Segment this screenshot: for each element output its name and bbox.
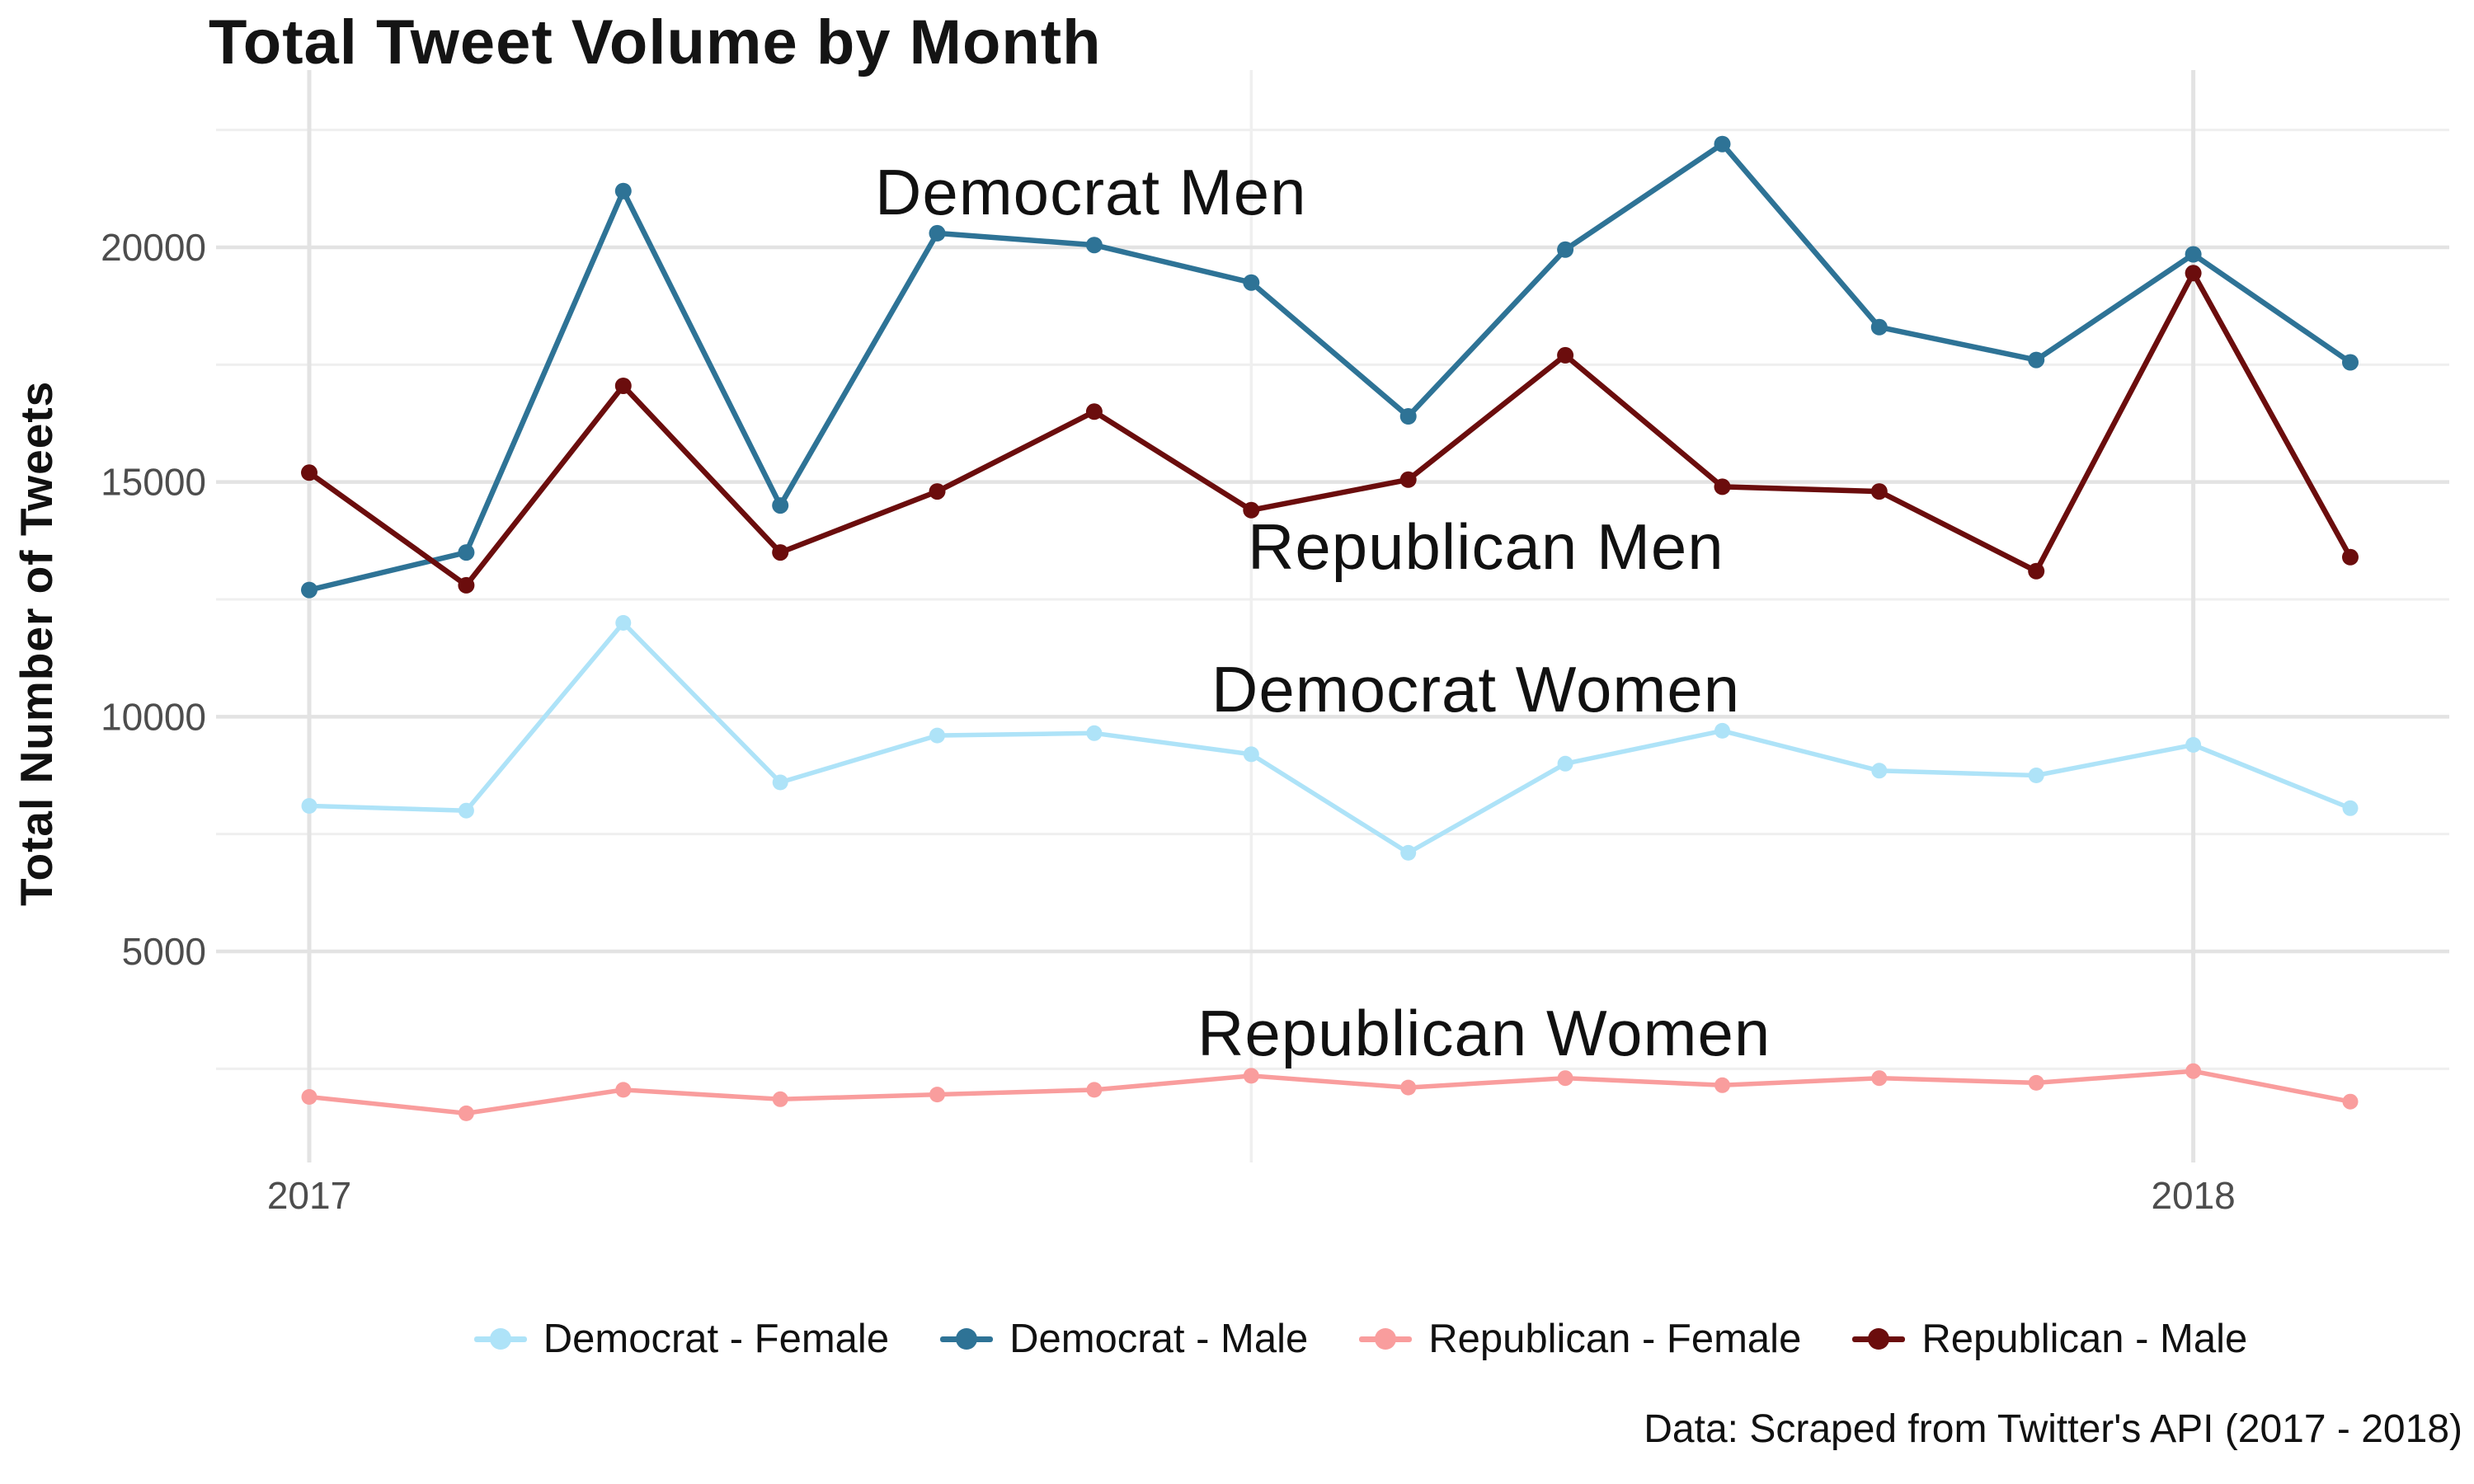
legend-item-democrat-female: Democrat - Female	[473, 1316, 890, 1362]
y-axis-tick-labels: 5000 10000 15000 20000	[101, 226, 206, 973]
source-caption: Data: Scraped from Twitter's API (2017 -…	[1644, 1407, 2462, 1451]
y-tick-label: 15000	[101, 461, 206, 504]
annotation-democrat-women: Democrat Women	[1211, 653, 1740, 726]
legend-marker-icon	[1852, 1328, 1906, 1350]
x-axis-tick-labels: 2017 2018	[267, 1174, 2236, 1217]
y-axis-title: Total Number of Tweets	[11, 380, 62, 906]
series-democrat-female	[301, 615, 2359, 861]
x-tick-label: 2017	[267, 1174, 351, 1217]
y-tick-label: 5000	[122, 930, 206, 973]
series-republican-male	[301, 265, 2359, 594]
series-republican-female	[301, 1063, 2359, 1121]
page-title: Total Tweet Volume by Month	[209, 7, 1102, 77]
series-democrat-male	[301, 135, 2359, 599]
legend-item-republican-male: Republican - Male	[1852, 1316, 2247, 1362]
annotation-democrat-men: Democrat Men	[875, 156, 1307, 228]
legend-label: Democrat - Male	[1009, 1317, 1309, 1361]
data-series	[301, 135, 2359, 1121]
y-tick-label: 20000	[101, 226, 206, 269]
y-tick-label: 10000	[101, 695, 206, 738]
legend-label: Democrat - Female	[543, 1317, 890, 1361]
x-tick-label: 2018	[2151, 1174, 2235, 1217]
legend-marker-icon	[473, 1328, 527, 1350]
legend-item-democrat-male: Democrat - Male	[940, 1316, 1308, 1362]
legend-label: Republican - Male	[1921, 1317, 2248, 1361]
annotation-republican-men: Republican Men	[1248, 510, 1724, 583]
legend-marker-icon	[940, 1328, 994, 1350]
legend: Democrat - Female Democrat - Male Republic…	[247, 1316, 2474, 1362]
legend-label: Republican - Female	[1428, 1317, 1802, 1361]
legend-item-republican-female: Republican - Female	[1359, 1316, 1801, 1362]
legend-marker-icon	[1359, 1328, 1413, 1350]
annotation-republican-women: Republican Women	[1197, 997, 1771, 1069]
